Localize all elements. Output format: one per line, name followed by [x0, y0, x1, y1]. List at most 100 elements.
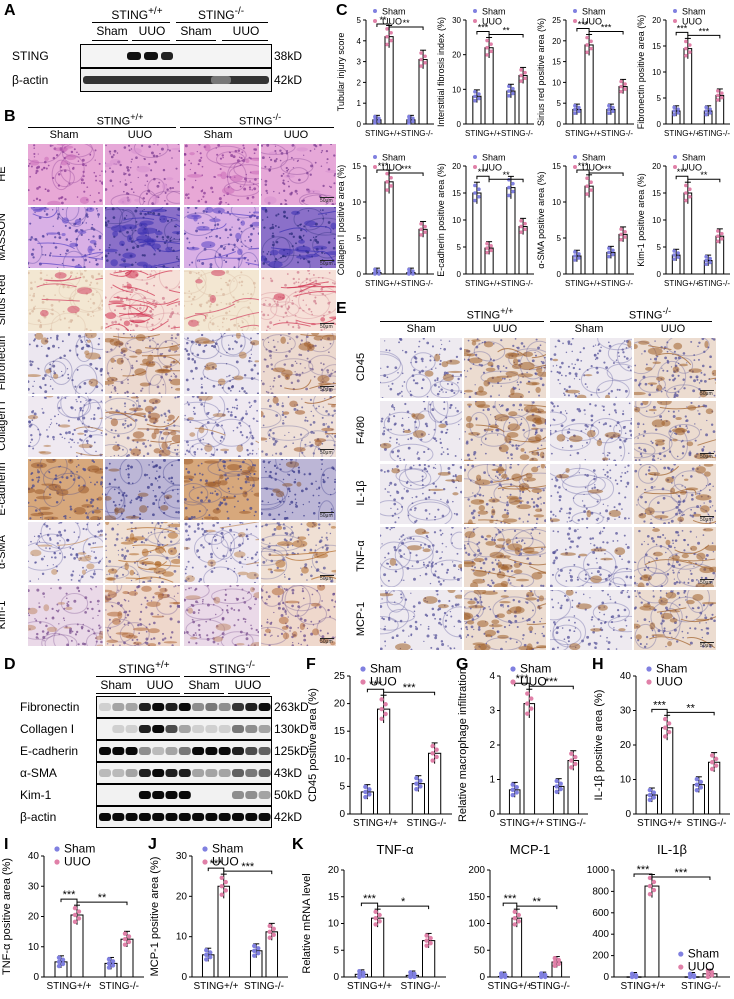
data-point	[607, 246, 611, 250]
legend-marker	[473, 155, 477, 159]
data-point	[419, 233, 423, 237]
sig-label: ***	[601, 164, 612, 174]
data-point	[223, 879, 228, 885]
data-point	[619, 89, 623, 94]
data-point	[633, 973, 639, 978]
sig-bracket	[376, 169, 390, 173]
data-point	[367, 792, 372, 797]
legend-label: UUO	[382, 163, 402, 173]
data-point	[379, 697, 384, 702]
legend-label: Sham	[482, 153, 506, 163]
data-point	[569, 751, 574, 756]
panel-e-col-uuo: UUO	[492, 323, 518, 335]
data-point	[428, 935, 433, 941]
legend-label: Sham	[520, 662, 551, 676]
data-point	[691, 973, 697, 978]
sig-bracket	[60, 898, 78, 903]
data-point	[408, 970, 413, 975]
bar	[377, 708, 391, 815]
blot-kd: 38kD	[274, 49, 303, 63]
y-tick-label: 0	[339, 809, 345, 820]
legend-marker	[673, 19, 677, 23]
data-point	[489, 49, 493, 54]
x-tick-label: STING-/-	[244, 981, 284, 992]
data-point	[412, 974, 417, 980]
data-point	[473, 191, 477, 195]
data-point	[647, 792, 653, 798]
data-point	[589, 188, 593, 192]
data-point	[705, 971, 711, 976]
x-tick-label: STING+/+	[46, 981, 91, 992]
y-tick-label: 10	[452, 85, 461, 94]
histology-row-label: Collagen I	[0, 401, 8, 451]
data-point	[672, 105, 676, 110]
data-point	[434, 754, 439, 760]
data-point	[708, 256, 712, 261]
sig-label: ***	[363, 893, 377, 905]
data-point	[256, 946, 261, 951]
chart-collagen-i: Collagen I positive area (%) 0 5 10 15 STING+…	[336, 153, 434, 288]
data-point	[126, 934, 132, 939]
histology-image	[28, 585, 103, 646]
data-point	[577, 109, 581, 114]
sig-label: ***	[478, 22, 489, 32]
sig-bracket	[528, 685, 574, 690]
data-point	[430, 743, 435, 749]
y-tick-label: 10	[552, 78, 561, 87]
data-point	[385, 188, 389, 192]
data-point	[514, 785, 519, 790]
y-axis-label: CD45 positive area (%)	[307, 688, 319, 802]
data-point	[414, 787, 419, 792]
y-tick-label: 15	[652, 189, 661, 198]
sig-label: ***	[63, 889, 77, 901]
legend-marker	[373, 9, 377, 13]
data-point	[507, 84, 511, 89]
histology-image: 50μm	[261, 207, 336, 268]
data-point	[684, 46, 688, 51]
x-tick-label: STING-/-	[401, 981, 441, 992]
data-point	[512, 915, 517, 921]
y-tick-label: 20	[452, 51, 461, 60]
data-point	[56, 955, 62, 960]
y-tick-label: 30	[176, 851, 188, 862]
data-point	[473, 198, 477, 203]
data-point	[529, 696, 534, 701]
data-point	[704, 262, 708, 267]
histology-row-label: MASSON	[0, 212, 8, 261]
bar	[506, 187, 516, 275]
data-point	[122, 942, 128, 947]
sig-label: **	[700, 170, 708, 180]
data-point	[267, 929, 272, 935]
data-point	[110, 959, 116, 964]
data-point	[72, 912, 78, 918]
sig-label: ***	[516, 673, 530, 685]
sig-bracket	[651, 876, 711, 880]
data-point	[623, 87, 627, 91]
y-tick-label: 25	[334, 671, 346, 682]
x-tick-label: STING+/+	[487, 981, 532, 992]
blot-strip	[96, 740, 272, 762]
data-point	[716, 93, 720, 98]
data-point	[607, 111, 611, 115]
legend-marker	[573, 19, 577, 23]
data-point	[519, 218, 523, 223]
panel-a-sham-1: Sham	[96, 24, 128, 38]
x-tick-label: STING-/-	[698, 129, 730, 138]
data-point	[709, 753, 715, 758]
x-tick-label: STING-/-	[401, 129, 433, 138]
y-tick-label: 5	[657, 243, 662, 252]
legend-marker	[673, 9, 677, 13]
data-point	[252, 953, 257, 958]
x-tick-label: STING+/+	[465, 279, 501, 288]
x-tick-label: STING-/-	[99, 981, 139, 992]
data-point	[419, 57, 423, 62]
blot-stack-d: Fibronectin 263kD Collagen I 130kD E-cadheri…	[0, 696, 309, 832]
data-point	[684, 53, 688, 58]
y-tick-label: 1	[357, 99, 362, 108]
legend-label: Sham	[382, 7, 406, 17]
bar	[472, 192, 482, 275]
data-point	[585, 43, 589, 47]
data-point	[267, 923, 272, 929]
data-point	[569, 765, 574, 770]
data-point	[407, 267, 411, 272]
